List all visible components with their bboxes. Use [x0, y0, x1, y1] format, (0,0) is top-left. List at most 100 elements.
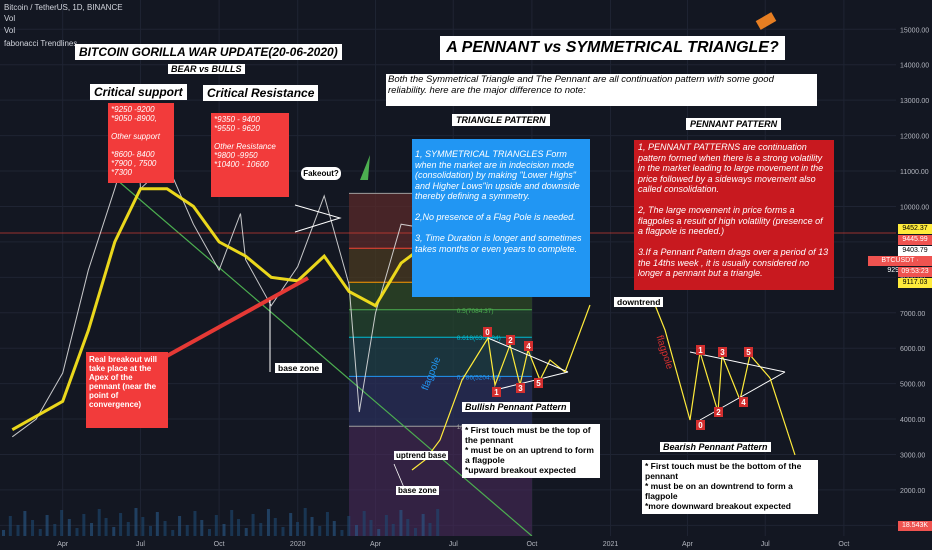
- bearish-point-marker: [718, 347, 727, 357]
- volume-bar: [53, 524, 57, 536]
- update-title: BITCOIN GORILLA WAR UPDATE(20-06-2020): [75, 44, 342, 60]
- time-axis-bg: [0, 536, 896, 550]
- pennant-text: 1, PENNANT PATTERNS are continuation pat…: [634, 140, 834, 290]
- bearish-point-label: 1: [698, 346, 703, 355]
- volume-bar: [340, 530, 344, 536]
- resistance-levels: *9350 - 9400 *9550 - 9620 Other Resistan…: [211, 113, 289, 197]
- bearish-title: Bearish Pennant Pattern: [660, 442, 771, 452]
- volume-bar: [90, 523, 94, 536]
- fib-band: [349, 337, 532, 377]
- y-tick-label: 12000.00: [900, 134, 929, 141]
- bearish-point-marker: [739, 397, 748, 407]
- price-tag: 09:53:23: [898, 267, 932, 277]
- volume-bar: [193, 511, 197, 536]
- volume-bar: [141, 517, 145, 536]
- volume-bar: [104, 518, 108, 536]
- x-tick-label: Apr: [682, 541, 694, 548]
- volume-bar: [384, 515, 388, 536]
- y-tick-label: 7000.00: [900, 311, 925, 318]
- indicator-vol-1[interactable]: Vol: [4, 14, 16, 23]
- volume-bar: [332, 521, 336, 536]
- volume-bar: [406, 519, 410, 536]
- volume-bar: [244, 528, 248, 536]
- volume-bar: [310, 517, 314, 536]
- indicator-fib[interactable]: fabonacci Trendlines: [4, 39, 78, 48]
- volume-bar: [259, 523, 263, 536]
- volume-bar: [421, 514, 425, 536]
- volume-bar: [67, 519, 71, 536]
- volume-bar: [163, 521, 167, 536]
- support-title: Critical support: [90, 84, 187, 100]
- volume-bar: [134, 508, 138, 536]
- bearish-point-label: 5: [746, 348, 751, 357]
- y-tick-label: 14000.00: [900, 63, 929, 70]
- breakout-note: Real breakout will take place at the Ape…: [86, 352, 168, 428]
- price-tag: 9117.03: [898, 278, 932, 288]
- volume-bar: [31, 520, 35, 536]
- volume-bar: [178, 516, 182, 536]
- volume-bar: [2, 530, 5, 536]
- time-axis: Apr Jul Oct 2020 Apr Jul Oct 2021 Apr Jul Oct: [0, 536, 896, 550]
- bullish-point-marker: [516, 383, 525, 393]
- volume-bar: [230, 510, 234, 536]
- volume-bar: [325, 512, 329, 536]
- volume-bar: [391, 524, 395, 536]
- volume-bar: [149, 526, 153, 536]
- price-line: [12, 117, 444, 438]
- bearish-point-marker: [696, 420, 705, 430]
- fakeout-bubble: Fakeout?: [301, 167, 341, 180]
- price-tag: 9445.99: [898, 235, 932, 245]
- fib-level-label: 0.5(7084.37): [457, 308, 494, 315]
- rocket-icon: [360, 155, 370, 180]
- volume-bar: [112, 527, 116, 536]
- bearish-upper-line: [689, 351, 786, 373]
- volume-bar: [185, 525, 189, 536]
- volume-bar: [38, 529, 42, 536]
- bullish-point-label: 1: [494, 388, 499, 397]
- moving-average-line: [11, 187, 445, 432]
- x-tick-label: Oct: [526, 541, 537, 548]
- x-tick-label: 2021: [603, 541, 619, 548]
- main-title: A PENNANT vs SYMMETRICAL TRIANGLE?: [440, 36, 785, 60]
- volume-bar: [251, 514, 255, 536]
- y-tick-label: 11000.00: [900, 169, 929, 176]
- gavel-icon: [755, 12, 777, 30]
- fib-band: [349, 309, 532, 338]
- x-tick-label: Oct: [214, 541, 225, 548]
- price-tag: 18.543K: [898, 521, 932, 531]
- pattern-drawings: 0 1 2 3 4 5 0 1 2 3 4 5: [164, 12, 796, 491]
- bearish-point-label: 4: [741, 398, 746, 407]
- bear-bulls-label: BEAR vs BULLS: [168, 64, 245, 74]
- bearish-point-marker: [714, 407, 723, 417]
- volume-bar: [75, 528, 79, 536]
- volume-bar: [207, 529, 211, 536]
- volume-bar: [289, 513, 293, 536]
- y-tick-label: 13000.00: [900, 98, 929, 105]
- volume-bar: [8, 516, 12, 536]
- downtrend-label: downtrend: [614, 297, 664, 307]
- volume-bar: [200, 520, 204, 536]
- bullish-point-label: 2: [508, 336, 513, 345]
- y-tick-label: 10000.00: [900, 204, 929, 211]
- bullish-point-label: 3: [518, 384, 523, 393]
- bullish-point-marker: [534, 378, 543, 388]
- volume-bar: [82, 514, 86, 536]
- volume-bar: [171, 530, 175, 536]
- volume-bar: [126, 522, 130, 536]
- y-tick-label: 6000.00: [900, 346, 925, 353]
- resistance-title: Critical Resistance: [203, 85, 319, 101]
- breakout-arrow: [164, 276, 309, 359]
- volume-bar: [97, 509, 101, 536]
- fib-band: [349, 376, 532, 427]
- volume-bar: [60, 510, 64, 536]
- x-tick-label: Apr: [370, 541, 382, 548]
- price-tag: 9452.37: [898, 224, 932, 234]
- bullish-base-zone-label: base zone: [396, 486, 439, 495]
- bullish-point-label: 0: [485, 328, 490, 337]
- price-series: [11, 117, 445, 438]
- x-tick-label: Jul: [449, 541, 458, 548]
- volume-bar: [369, 520, 373, 536]
- x-tick-label: Jul: [761, 541, 770, 548]
- indicator-vol-2[interactable]: Vol: [4, 26, 16, 35]
- price-tag: BTCUSDT · 9290.16: [868, 256, 932, 274]
